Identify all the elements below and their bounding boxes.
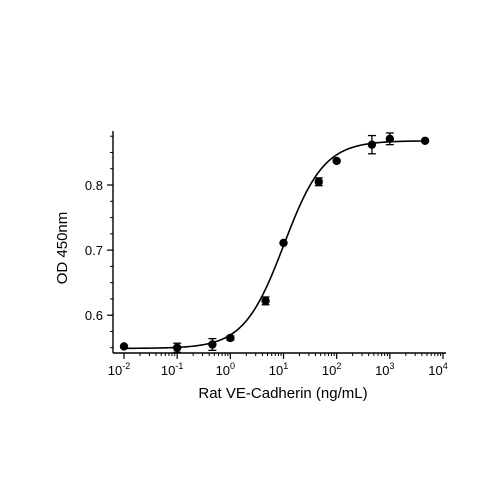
- y-tick-label: 0.6: [85, 308, 103, 323]
- data-point: [332, 156, 341, 166]
- x-tick-base: 10: [161, 363, 175, 378]
- x-tick-exponent: 3: [390, 361, 395, 371]
- x-tick-exponent: 0: [230, 361, 235, 371]
- data-point: [208, 340, 217, 349]
- x-tick-base: 10: [322, 363, 336, 378]
- y-axis-title: OD 450nm: [54, 212, 71, 285]
- data-point: [314, 177, 323, 186]
- x-tick-exponent: 4: [443, 361, 448, 371]
- x-tick-label: 104: [428, 361, 447, 378]
- x-tick-label: 103: [375, 361, 394, 378]
- x-tick-exponent: -2: [122, 361, 130, 371]
- tick-labels: 0.60.70.810-2 10-1 100 101 102 103 104: [85, 178, 448, 378]
- data-point: [367, 140, 377, 149]
- x-tick-base: 10: [428, 363, 442, 378]
- axes: [107, 131, 446, 359]
- x-tick-label: 100: [216, 361, 235, 378]
- x-tick-label: 102: [322, 361, 341, 378]
- data-point: [119, 342, 129, 351]
- x-tick-label: 101: [269, 361, 288, 378]
- data-point: [420, 136, 430, 145]
- fit-curve: [124, 140, 429, 350]
- data-point: [385, 134, 395, 144]
- fit-curve-layer: [124, 140, 429, 350]
- x-tick-exponent: 2: [336, 361, 341, 371]
- x-tick-exponent: 1: [283, 361, 288, 371]
- x-tick-exponent: -1: [175, 361, 183, 371]
- x-tick-base: 10: [216, 363, 230, 378]
- x-tick-label: 10-1: [161, 361, 183, 378]
- data-point: [226, 333, 235, 343]
- x-tick-label: 10-2: [108, 361, 130, 378]
- y-tick-label: 0.8: [85, 178, 103, 193]
- data-point: [279, 238, 288, 248]
- x-axis-title: Rat VE-Cadherin (ng/mL): [198, 385, 367, 402]
- data-point: [261, 296, 270, 306]
- data-points-layer: [119, 132, 430, 353]
- y-tick-label: 0.7: [85, 243, 103, 258]
- x-tick-base: 10: [269, 363, 283, 378]
- x-tick-base: 10: [375, 363, 389, 378]
- data-point: [172, 343, 182, 352]
- x-tick-base: 10: [108, 363, 122, 378]
